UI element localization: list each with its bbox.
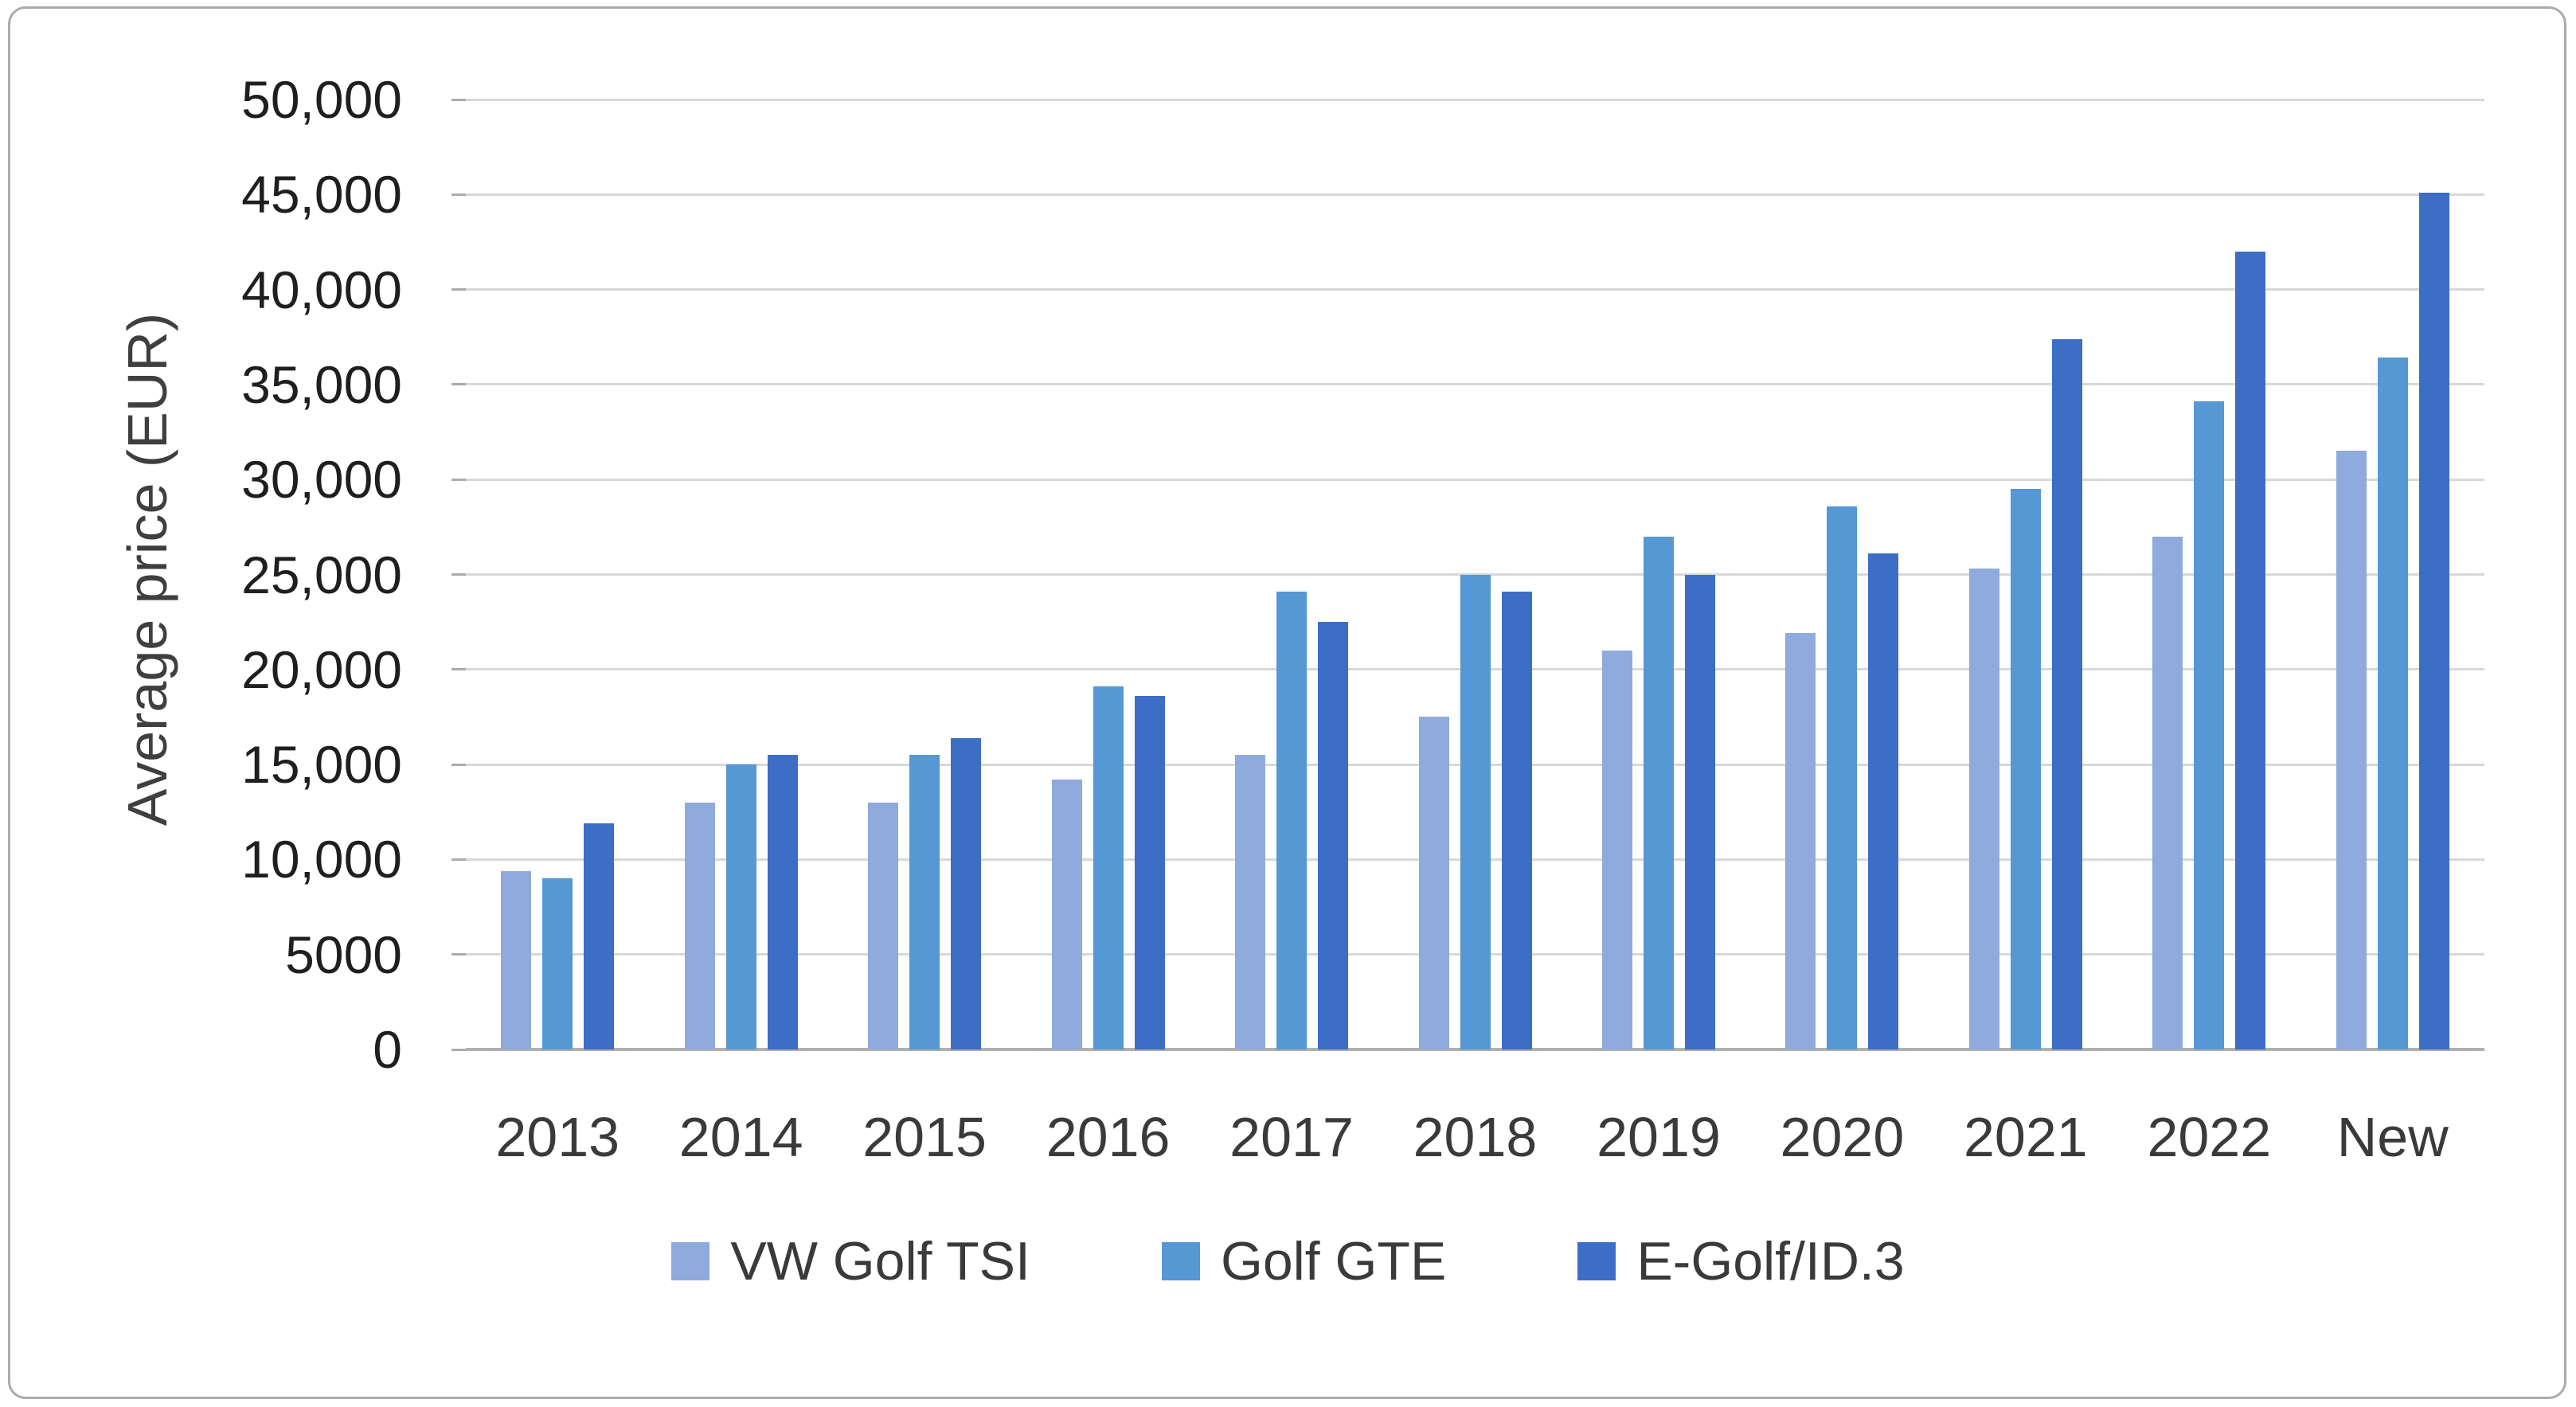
- bar-vw-golf-tsi-2019: [1601, 650, 1632, 1049]
- legend-label: Golf GTE: [1220, 1231, 1447, 1292]
- x-axis-label-2017: 2017: [1229, 1106, 1354, 1168]
- x-axis-label-2015: 2015: [862, 1106, 987, 1168]
- y-axis-tick-mark: [451, 953, 466, 956]
- gridline: [466, 98, 2484, 101]
- bar-golf-gte-2020: [1827, 506, 1858, 1049]
- bar-golf-gte-2019: [1643, 536, 1674, 1049]
- x-axis-label-2019: 2019: [1597, 1106, 1721, 1168]
- y-axis-tick-mark: [451, 858, 466, 861]
- legend-swatch-icon: [671, 1242, 710, 1280]
- bar-vw-golf-tsi-2014: [684, 802, 715, 1049]
- bar-golf-gte-2018: [1460, 574, 1491, 1049]
- bar-vw-golf-tsi-2017: [1235, 755, 1266, 1049]
- x-axis-label-2018: 2018: [1413, 1106, 1538, 1168]
- x-axis-label-2022: 2022: [2147, 1106, 2272, 1168]
- y-axis-tick-mark: [451, 1048, 466, 1051]
- bar-e-golf-id-3-2016: [1134, 696, 1165, 1049]
- bar-golf-gte-2014: [725, 764, 756, 1049]
- y-axis-tick-label: 50,000: [241, 70, 402, 129]
- bar-e-golf-id-3-2019: [1684, 574, 1715, 1049]
- y-axis-tick-label: 35,000: [241, 354, 402, 414]
- y-axis-tick-mark: [451, 193, 466, 196]
- y-axis-tick-label: 5000: [285, 924, 402, 984]
- y-axis-tick-mark: [451, 383, 466, 386]
- x-axis-label-2020: 2020: [1780, 1106, 1905, 1168]
- bar-vw-golf-tsi-2013: [501, 870, 532, 1049]
- bar-e-golf-id-3-2022: [2235, 251, 2266, 1049]
- y-axis-tick-label: 10,000: [241, 830, 402, 889]
- bar-e-golf-id-3-2014: [767, 755, 798, 1049]
- legend-item-e-golf-id-3: E-Golf/ID.3: [1577, 1230, 1905, 1292]
- legend-item-vw-golf-tsi: VW Golf TSI: [671, 1230, 1030, 1292]
- bar-e-golf-id-3-new: [2418, 192, 2449, 1049]
- y-axis-tick-mark: [451, 763, 466, 766]
- bar-e-golf-id-3-2018: [1501, 591, 1532, 1049]
- y-axis-tick-label: 15,000: [241, 735, 402, 795]
- bar-golf-gte-2017: [1276, 591, 1308, 1049]
- bar-golf-gte-2013: [542, 878, 573, 1049]
- y-axis-tick-mark: [451, 478, 466, 481]
- x-axis-label-2021: 2021: [1963, 1106, 2088, 1168]
- y-axis-tick-label: 20,000: [241, 639, 402, 699]
- bar-e-golf-id-3-2013: [584, 823, 615, 1049]
- x-axis-label-new: New: [2336, 1106, 2449, 1168]
- bar-vw-golf-tsi-2022: [2152, 536, 2183, 1049]
- legend-label: VW Golf TSI: [730, 1231, 1030, 1292]
- y-axis-tick-mark: [451, 288, 466, 291]
- x-axis-label-2016: 2016: [1046, 1106, 1171, 1168]
- bar-golf-gte-2015: [909, 755, 940, 1049]
- legend: VW Golf TSI Golf GTE E-Golf/ID.3: [0, 1230, 2576, 1292]
- bar-golf-gte-new: [2377, 358, 2408, 1049]
- bar-e-golf-id-3-2020: [1868, 553, 1899, 1049]
- bar-vw-golf-tsi-new: [2336, 451, 2367, 1049]
- bar-golf-gte-2022: [2194, 401, 2225, 1049]
- bar-vw-golf-tsi-2021: [1968, 569, 1999, 1049]
- y-axis-tick-mark: [451, 668, 466, 671]
- x-axis-label-2014: 2014: [678, 1106, 803, 1168]
- bar-vw-golf-tsi-2020: [1785, 633, 1816, 1049]
- gridline: [466, 288, 2484, 291]
- x-axis-label-2013: 2013: [495, 1106, 620, 1168]
- x-axis-line: [466, 1048, 2484, 1051]
- y-axis-tick-mark: [451, 98, 466, 101]
- bar-vw-golf-tsi-2018: [1418, 717, 1449, 1049]
- y-axis-tick-mark: [451, 573, 466, 576]
- bar-vw-golf-tsi-2016: [1051, 780, 1082, 1049]
- legend-item-golf-gte: Golf GTE: [1161, 1230, 1447, 1292]
- bar-e-golf-id-3-2015: [951, 737, 982, 1049]
- legend-swatch-icon: [1577, 1242, 1616, 1280]
- gridline: [466, 383, 2484, 386]
- bar-golf-gte-2016: [1093, 686, 1124, 1049]
- gridline: [466, 478, 2484, 481]
- gridline: [466, 193, 2484, 196]
- y-axis-tick-label: 25,000: [241, 545, 402, 604]
- y-axis-tick-label: 40,000: [241, 260, 402, 319]
- legend-swatch-icon: [1161, 1242, 1200, 1280]
- y-axis-tick-label: 0: [373, 1020, 402, 1079]
- bar-vw-golf-tsi-2015: [868, 802, 899, 1049]
- legend-label: E-Golf/ID.3: [1636, 1231, 1905, 1292]
- bar-e-golf-id-3-2017: [1318, 622, 1349, 1049]
- y-axis-tick-label: 45,000: [241, 165, 402, 225]
- bar-e-golf-id-3-2021: [2051, 338, 2082, 1049]
- y-axis-tick-label: 30,000: [241, 450, 402, 510]
- bar-golf-gte-2021: [2010, 489, 2041, 1049]
